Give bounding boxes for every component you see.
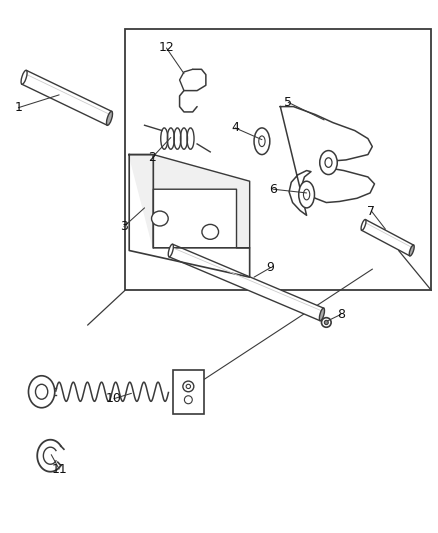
Ellipse shape (299, 181, 314, 208)
Ellipse shape (254, 128, 270, 155)
Ellipse shape (21, 70, 27, 84)
Ellipse shape (324, 320, 328, 325)
Bar (125, 29, 431, 290)
Ellipse shape (259, 136, 265, 147)
FancyBboxPatch shape (173, 370, 204, 414)
Ellipse shape (304, 189, 310, 200)
Ellipse shape (361, 220, 366, 230)
Text: 2: 2 (148, 151, 156, 164)
Ellipse shape (186, 384, 191, 389)
Ellipse shape (184, 395, 192, 404)
Text: 5: 5 (284, 96, 292, 109)
Polygon shape (280, 107, 374, 215)
Ellipse shape (202, 224, 219, 239)
Ellipse shape (152, 211, 168, 226)
Polygon shape (169, 244, 324, 321)
Ellipse shape (183, 381, 194, 392)
Ellipse shape (106, 111, 113, 125)
Text: 3: 3 (120, 220, 128, 233)
Ellipse shape (319, 308, 325, 321)
Text: 1: 1 (14, 101, 22, 114)
Text: 12: 12 (159, 42, 174, 54)
Ellipse shape (409, 245, 414, 256)
Circle shape (28, 376, 55, 408)
Text: 10: 10 (106, 392, 122, 405)
Ellipse shape (321, 318, 331, 327)
Text: 11: 11 (51, 463, 67, 475)
Circle shape (35, 384, 48, 399)
Ellipse shape (325, 158, 332, 167)
Text: 6: 6 (269, 183, 277, 196)
Ellipse shape (320, 150, 337, 175)
Ellipse shape (168, 244, 173, 257)
Polygon shape (129, 155, 250, 248)
Text: 7: 7 (367, 205, 375, 217)
Text: 8: 8 (337, 308, 345, 321)
Polygon shape (362, 220, 413, 256)
Polygon shape (22, 70, 112, 125)
Text: 9: 9 (267, 261, 275, 274)
Polygon shape (129, 155, 250, 277)
Text: 4: 4 (231, 122, 239, 134)
